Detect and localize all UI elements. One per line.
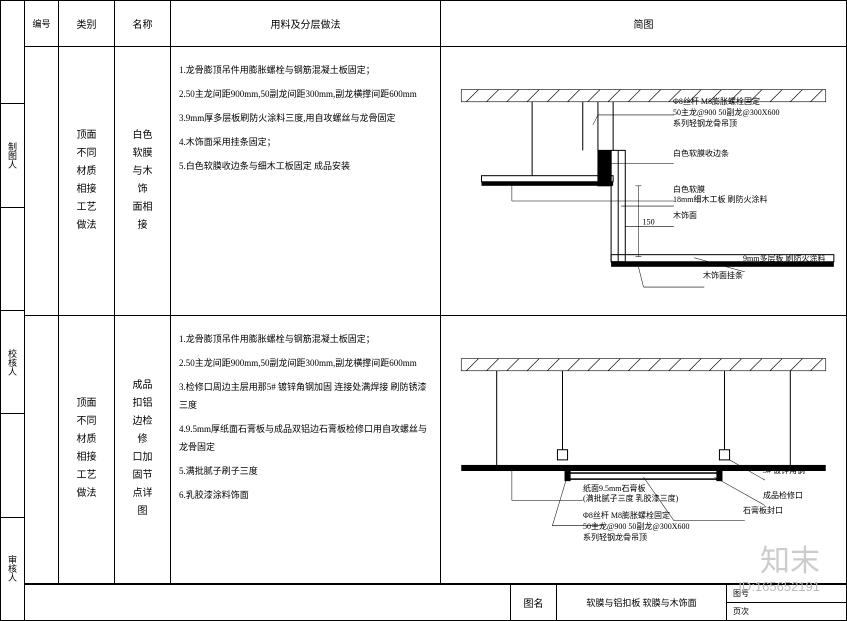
row1-name: 白色 软膜 与木 饰 面相 接 <box>115 47 171 315</box>
row2-name: 成品 扣铝 边检 修 口加 固节 点详 图 <box>115 316 171 584</box>
callout: Φ8丝杆 M8膨胀螺栓固定 <box>673 97 760 107</box>
hdr-name: 名称 <box>115 1 171 46</box>
desc-line: 6.乳胶漆涂料饰面 <box>179 486 432 504</box>
callout: 18mm细木工板 刷防火涂料 <box>673 195 767 205</box>
page-index-label: 页次 <box>727 603 846 620</box>
left-cell-6: 审核人 <box>1 518 24 620</box>
desc-line: 3.9mm厚多层板刷防火涂料三度,用自攻螺丝与龙骨固定 <box>179 109 432 127</box>
desc-line: 5.满批腻子刷子三度 <box>179 462 432 480</box>
row2-description: 1.龙骨膨顶吊件用膨胀螺栓与钢筋混凝土板固定； 2.50主龙间距900mm,50… <box>171 316 441 584</box>
desc-line: 1.龙骨膨顶吊件用膨胀螺栓与钢筋混凝土板固定； <box>179 61 432 79</box>
callout: 5# 镀锌角钢 <box>763 466 805 476</box>
hdr-category: 类别 <box>59 1 115 46</box>
hdr-drawing: 简图 <box>441 1 846 46</box>
row1-cat-text: 顶面 不同 材质 相接 工艺 做法 <box>77 127 97 235</box>
desc-line: 2.50主龙间距900mm,50副龙间距300mm,副龙横撑间距600mm <box>179 85 432 103</box>
row2-category: 顶面 不同 材质 相接 工艺 做法 <box>59 316 115 584</box>
row1-seq <box>25 47 59 315</box>
desc-line: 5.白色软膜收边条与细木工板固定 成品安装 <box>179 157 432 175</box>
table-header: 编号 类别 名称 用料及分层做法 简图 <box>25 1 846 47</box>
row2-cat-text: 顶面 不同 材质 相接 工艺 做法 <box>77 395 97 503</box>
callout: 系列轻钢龙骨吊顶 <box>583 533 647 543</box>
callout: 50主龙@900 50副龙@300X600 <box>673 108 780 118</box>
callout: 白色软膜 <box>673 185 705 195</box>
left-cell-1 <box>1 1 24 104</box>
desc-line: 4.9.5mm厚纸面石膏板与成品双铝边石膏板检修口用自攻螺丝与龙骨固定 <box>179 420 432 456</box>
drawing-title-label: 图名 <box>510 585 556 620</box>
row2-drawing: 纸面9.5mm石膏板 (满批腻子三度 乳胶漆三度) Φ8丝杆 M8膨胀螺栓固定 … <box>441 316 846 584</box>
desc-line: 1.龙骨膨顶吊件用膨胀螺栓与钢筋混凝土板固定； <box>179 330 432 348</box>
callout: 系列轻钢龙骨吊顶 <box>673 119 737 129</box>
callout: (满批腻子三度 乳胶漆三度) <box>583 494 678 504</box>
left-title-strip: 制图人 校核人 审核人 <box>1 1 25 620</box>
row2-seq <box>25 316 59 584</box>
hdr-seq: 编号 <box>25 1 59 46</box>
left-cell-3 <box>1 208 24 311</box>
section-drawing-2 <box>441 316 846 584</box>
callout: 木饰面挂条 <box>703 271 743 281</box>
svg-text:150: 150 <box>642 217 654 226</box>
table-row: 顶面 不同 材质 相接 工艺 做法 白色 软膜 与木 饰 面相 接 1.龙骨膨顶… <box>25 47 846 316</box>
drawing-sheet: 制图人 校核人 审核人 编号 类别 名称 用料及分层做法 简图 顶面 不同 材质… <box>0 0 847 621</box>
left-cell-4: 校核人 <box>1 311 24 414</box>
main-area: 编号 类别 名称 用料及分层做法 简图 顶面 不同 材质 相接 工艺 做法 白色… <box>25 1 846 620</box>
hdr-description: 用料及分层做法 <box>171 1 441 46</box>
section-drawing-1: 150 <box>441 47 846 315</box>
callout: 成品检修口 <box>763 491 803 501</box>
callout: 木饰面 <box>673 211 697 221</box>
title-block: 图名 软膜与铝扣板 软膜与木饰面 图号 页次 <box>25 584 846 620</box>
callout: 白色软膜收边条 <box>673 149 729 159</box>
desc-line: 4.木饰面采用挂条固定； <box>179 133 432 151</box>
left-cell-5 <box>1 414 24 517</box>
callout: 50主龙@900 50副龙@300X600 <box>583 522 690 532</box>
callout: 9mm多层板 刷防火涂料 <box>743 254 825 264</box>
row1-drawing: 150 Φ8丝杆 M8膨胀螺栓固定 50主龙@900 50副龙@300X600 … <box>441 47 846 315</box>
callout: 石膏板封口 <box>743 506 783 516</box>
footer-spacer <box>25 585 510 620</box>
watermark-id: ID:165652191 <box>738 579 820 594</box>
table-row: 顶面 不同 材质 相接 工艺 做法 成品 扣铝 边检 修 口加 固节 点详 图 … <box>25 316 846 585</box>
row1-description: 1.龙骨膨顶吊件用膨胀螺栓与钢筋混凝土板固定； 2.50主龙间距900mm,50… <box>171 47 441 315</box>
callout: Φ8丝杆 M8膨胀螺栓固定 <box>583 511 670 521</box>
drawing-title-value: 软膜与铝扣板 软膜与木饰面 <box>556 585 726 620</box>
desc-line: 3.检修口周边主层用那5# 镀锌角钢加固 连接处满焊接 刷防锈漆三度 <box>179 378 432 414</box>
row1-name-text: 白色 软膜 与木 饰 面相 接 <box>133 127 153 235</box>
row1-category: 顶面 不同 材质 相接 工艺 做法 <box>59 47 115 315</box>
hdr-seq-text: 编号 <box>32 17 50 30</box>
row2-name-text: 成品 扣铝 边检 修 口加 固节 点详 图 <box>133 377 153 521</box>
left-cell-2: 制图人 <box>1 104 24 207</box>
callout: 纸面9.5mm石膏板 <box>583 484 645 494</box>
desc-line: 2.50主龙间距900mm,50副龙间距300mm,副龙横撑间距600mm <box>179 354 432 372</box>
